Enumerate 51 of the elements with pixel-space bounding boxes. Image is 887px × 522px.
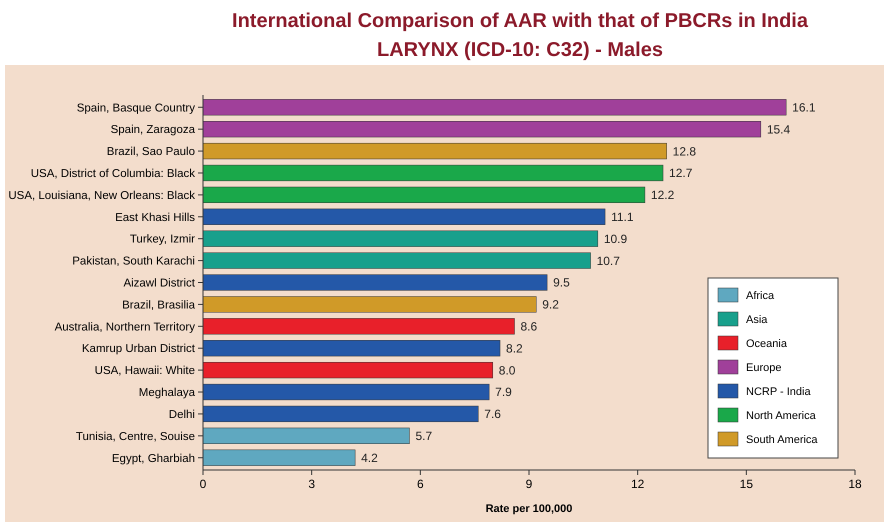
y-tick-label: East Khasi Hills <box>115 212 196 224</box>
data-label: 8.6 <box>520 320 538 334</box>
legend-label: Africa <box>746 290 775 302</box>
data-label: 12.8 <box>672 144 696 158</box>
y-tick-label: Turkey, Izmir <box>130 234 196 246</box>
data-label: 7.9 <box>495 385 512 400</box>
chart-title: International Comparison of AAR with that of PBCRs in India <box>232 10 809 32</box>
y-tick-label: Pakistan, South Karachi <box>72 256 195 268</box>
data-label: 4.2 <box>361 450 378 465</box>
y-tick-label: Australia, Northern Territory <box>54 321 196 334</box>
legend-label: Oceania <box>746 338 788 350</box>
data-label: 9.5 <box>553 276 570 290</box>
y-tick-label: Aizawl District <box>123 278 196 290</box>
y-tick-label: Delhi <box>168 408 195 421</box>
legend-label: North America <box>746 410 817 422</box>
y-tick-label: USA, Hawaii: White <box>94 365 195 378</box>
data-label: 9.2 <box>542 298 560 312</box>
y-tick-label: Kamrup Urban District <box>82 343 196 356</box>
y-tick-label: Brazil, Sao Paulo <box>106 146 195 158</box>
data-label: 10.7 <box>596 254 620 268</box>
chart-subtitle: LARYNX (ICD-10: C32) - Males <box>377 39 663 61</box>
data-label: 10.9 <box>604 232 628 246</box>
data-label: 16.1 <box>792 100 816 114</box>
legend-label: Asia <box>746 314 768 326</box>
data-label: 8.0 <box>498 363 516 378</box>
data-label: 12.2 <box>650 188 675 202</box>
data-label: 11.1 <box>611 210 634 224</box>
x-tick-label: 15 <box>740 477 754 491</box>
data-label: 8.2 <box>506 341 524 356</box>
data-label: 7.6 <box>484 407 502 422</box>
y-tick-label: Tunisia, Centre, Souise <box>76 430 195 443</box>
data-label: 12.7 <box>669 166 693 180</box>
x-axis-title: Rate per 100,000 <box>486 503 572 515</box>
x-tick-label: 0 <box>200 477 207 491</box>
legend-label: NCRP - India <box>746 386 812 398</box>
x-tick-label: 18 <box>848 477 862 491</box>
legend-label: South America <box>746 434 818 446</box>
y-tick-label: USA, Louisiana, New Orleans: Black <box>8 190 196 202</box>
y-tick-label: Meghalaya <box>138 387 196 400</box>
y-tick-label: Spain, Zaragoza <box>110 124 196 136</box>
x-tick-label: 12 <box>630 477 645 491</box>
x-tick-label: 6 <box>416 477 424 491</box>
x-tick-label: 9 <box>526 477 533 491</box>
data-label: 5.7 <box>415 429 432 444</box>
y-tick-label: USA, District of Columbia: Black <box>30 168 196 180</box>
legend-label: Europe <box>746 362 782 374</box>
x-tick-label: 3 <box>308 477 316 491</box>
data-label: 15.4 <box>766 122 791 136</box>
y-tick-label: Brazil, Brasilia <box>122 299 196 312</box>
y-tick-label: Spain, Basque Country <box>76 102 196 114</box>
y-tick-label: Egypt, Gharbiah <box>112 452 195 465</box>
